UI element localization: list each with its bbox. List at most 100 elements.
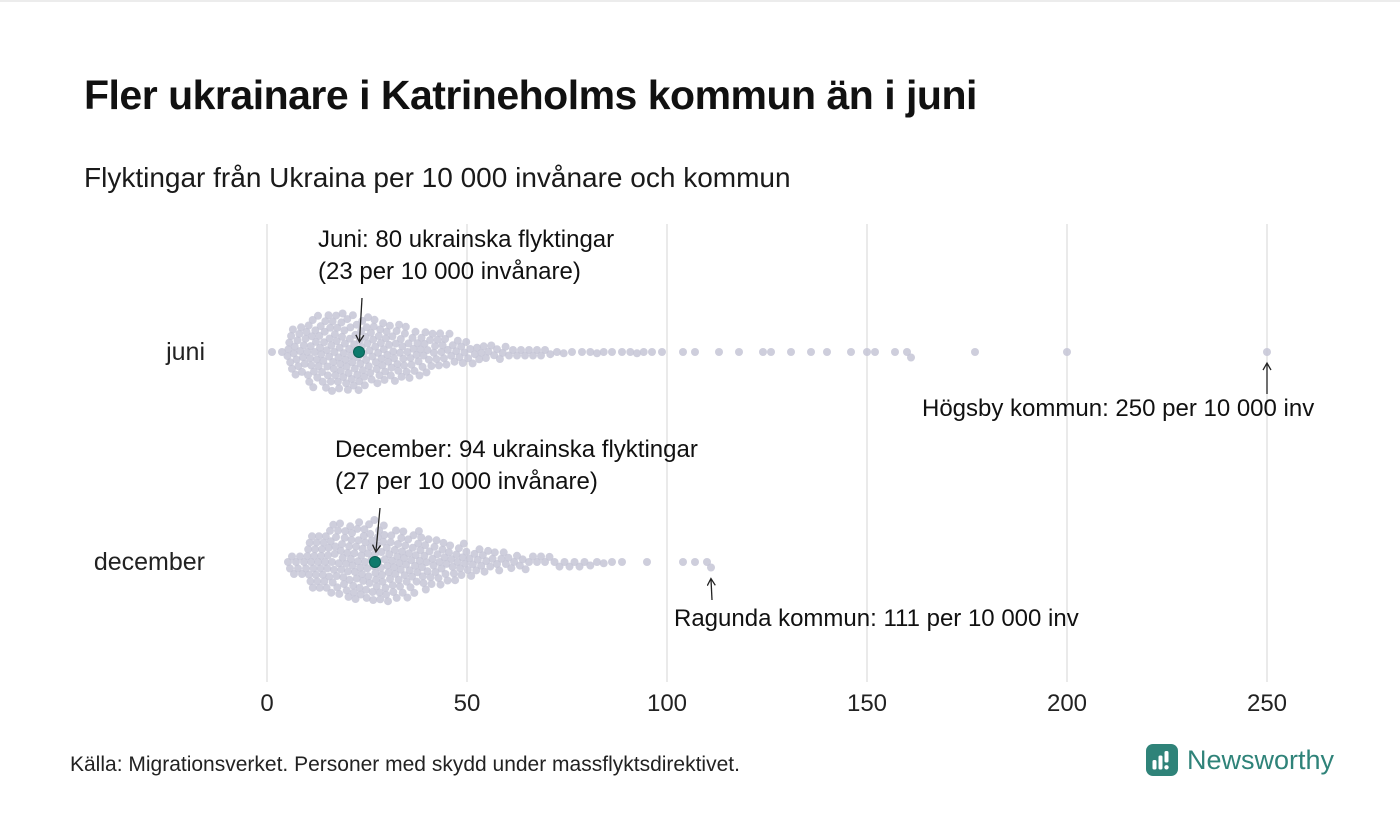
- municipality-dot: [521, 565, 530, 574]
- municipality-dot: [414, 527, 423, 536]
- municipality-dot: [352, 542, 361, 551]
- municipality-dot: [296, 552, 304, 561]
- municipality-dot: [459, 539, 468, 548]
- municipality-dot: [396, 582, 404, 591]
- municipality-dot: [413, 339, 422, 348]
- municipality-dot: [304, 545, 313, 554]
- annotation-december-line1: December: 94 ukrainska flyktingar: [335, 436, 698, 463]
- municipality-dot: [421, 328, 430, 337]
- municipality-dot: [388, 332, 397, 341]
- municipality-dot: [316, 343, 324, 352]
- row-label-juni: juni: [166, 338, 205, 366]
- municipality-dot: [359, 531, 368, 540]
- municipality-dot: [337, 565, 346, 574]
- municipality-dot: [691, 348, 699, 356]
- municipality-dot: [308, 332, 316, 341]
- municipality-dot: [379, 319, 388, 328]
- annotation-arrow: [711, 579, 712, 601]
- municipality-dot: [294, 362, 303, 371]
- municipality-dot: [586, 561, 595, 570]
- municipality-dot: [331, 542, 340, 551]
- municipality-dot: [302, 564, 310, 573]
- municipality-dot: [507, 564, 516, 573]
- municipality-dot: [294, 564, 302, 573]
- municipality-dot: [324, 311, 333, 320]
- municipality-dot: [493, 560, 501, 568]
- municipality-dot: [365, 346, 374, 355]
- municipality-dot: [477, 561, 486, 570]
- municipality-dot: [363, 549, 372, 558]
- municipality-dot: [311, 326, 320, 335]
- municipality-dot: [429, 561, 438, 570]
- municipality-dot: [971, 348, 979, 356]
- municipality-dot: [312, 538, 321, 547]
- municipality-dot: [325, 334, 334, 343]
- municipality-dot: [495, 566, 504, 575]
- annotation-juni-line2: (23 per 10 000 invånare): [318, 258, 581, 285]
- municipality-dot: [510, 557, 519, 566]
- municipality-dot: [332, 572, 341, 580]
- municipality-dot: [391, 569, 400, 578]
- municipality-dot: [446, 541, 455, 550]
- municipality-dot: [395, 348, 404, 357]
- municipality-dot: [823, 348, 831, 356]
- municipality-dot: [335, 384, 344, 393]
- municipality-dot: [428, 329, 437, 338]
- municipality-dot: [343, 548, 352, 557]
- municipality-dot: [439, 538, 448, 547]
- municipality-dot: [320, 338, 328, 347]
- municipality-dot: [907, 353, 915, 362]
- municipality-dot: [278, 348, 286, 356]
- municipality-dot: [342, 586, 351, 595]
- municipality-dot: [310, 367, 318, 376]
- municipality-dot: [420, 339, 429, 348]
- municipality-dot: [284, 558, 292, 566]
- municipality-dot: [314, 558, 323, 566]
- municipality-dot: [418, 362, 427, 371]
- municipality-dot: [442, 360, 451, 369]
- municipality-dot: [545, 552, 554, 561]
- municipality-dot: [384, 357, 393, 366]
- municipality-dot: [350, 364, 359, 373]
- municipality-dot: [460, 348, 469, 357]
- municipality-dot: [332, 337, 341, 346]
- municipality-dot: [390, 376, 399, 385]
- municipality-dot: [303, 552, 312, 561]
- annotation-december: December: 94 ukrainska flyktingar (27 pe…: [335, 434, 698, 498]
- municipality-dot: [328, 386, 336, 395]
- municipality-dot: [703, 558, 711, 566]
- municipality-dot: [357, 327, 366, 336]
- municipality-dot: [402, 577, 411, 586]
- municipality-dot: [497, 554, 506, 563]
- municipality-dot: [340, 580, 348, 589]
- municipality-dot: [484, 347, 493, 356]
- municipality-dot: [807, 348, 815, 356]
- municipality-dot: [366, 368, 375, 377]
- municipality-dot: [389, 347, 398, 356]
- x-tick-label: 100: [646, 690, 688, 717]
- municipality-dot: [643, 558, 651, 566]
- municipality-dot: [371, 568, 380, 577]
- annotation-juni: Juni: 80 ukrainska flyktingar (23 per 10…: [318, 224, 614, 288]
- municipality-dot: [268, 348, 276, 356]
- municipality-dot: [593, 558, 601, 566]
- municipality-dot: [379, 521, 388, 530]
- municipality-dot: [371, 342, 380, 351]
- municipality-dot: [404, 549, 413, 558]
- municipality-dot: [354, 536, 363, 545]
- municipality-dot: [397, 534, 406, 542]
- annotation-ragunda: Ragunda kommun: 111 per 10 000 inv: [674, 605, 1079, 632]
- municipality-dot: [443, 576, 452, 585]
- municipality-dot: [336, 360, 345, 368]
- municipality-dot: [405, 566, 414, 575]
- municipality-dot: [409, 531, 418, 540]
- municipality-dot: [302, 327, 311, 336]
- municipality-dot: [304, 371, 312, 380]
- municipality-dot: [403, 348, 412, 356]
- municipality-dot: [321, 532, 330, 541]
- municipality-dot: [356, 563, 365, 572]
- municipality-dot: [415, 371, 424, 380]
- municipality-dot: [336, 366, 345, 375]
- municipality-dot: [399, 354, 408, 363]
- municipality-dot: [424, 355, 433, 364]
